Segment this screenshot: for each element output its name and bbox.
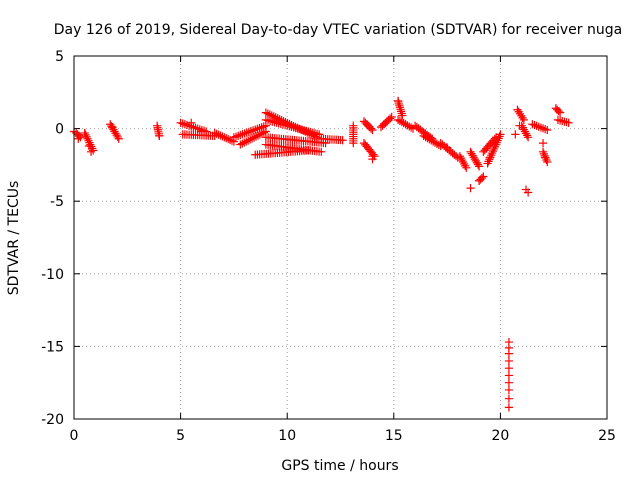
data-point bbox=[511, 130, 520, 139]
data-point bbox=[492, 133, 501, 142]
data-point bbox=[479, 172, 488, 181]
x-tick-label: 5 bbox=[176, 428, 185, 444]
data-point bbox=[504, 364, 514, 373]
y-tick-label: 0 bbox=[55, 122, 64, 138]
data-point bbox=[496, 130, 505, 139]
data-point bbox=[538, 139, 548, 148]
data-point bbox=[366, 124, 376, 133]
data-point bbox=[349, 139, 358, 148]
data-points bbox=[69, 96, 573, 412]
x-axis-label: GPS time / hours bbox=[281, 458, 398, 474]
data-point bbox=[74, 134, 83, 143]
data-point bbox=[387, 112, 396, 122]
data-point bbox=[524, 133, 533, 142]
data-point bbox=[524, 188, 533, 197]
data-point bbox=[393, 96, 403, 106]
x-tick-label: 10 bbox=[278, 428, 296, 444]
data-point bbox=[555, 108, 565, 117]
data-point bbox=[386, 114, 395, 123]
data-point bbox=[504, 378, 514, 387]
data-point bbox=[490, 134, 499, 144]
data-point bbox=[338, 136, 347, 145]
data-point bbox=[86, 147, 96, 156]
data-point bbox=[504, 356, 514, 366]
data-point bbox=[466, 184, 475, 193]
data-point bbox=[564, 118, 573, 127]
data-point bbox=[485, 153, 494, 162]
data-point bbox=[304, 146, 313, 155]
plot-frame bbox=[73, 55, 608, 420]
axis-ticks: 0 5 10 15 20 25 5 0 -5 -10 -15 -20 bbox=[41, 49, 616, 444]
x-tick-label: 25 bbox=[598, 428, 616, 444]
x-tick-label: 0 bbox=[70, 428, 79, 444]
data-point bbox=[515, 121, 524, 130]
data-point bbox=[504, 385, 514, 395]
data-point bbox=[462, 163, 471, 172]
data-point bbox=[504, 371, 514, 380]
y-tick-label: -15 bbox=[41, 339, 64, 355]
data-point bbox=[541, 153, 550, 162]
data-point bbox=[187, 118, 196, 127]
data-point bbox=[543, 157, 552, 167]
grid-lines bbox=[74, 56, 607, 419]
data-point bbox=[155, 131, 164, 140]
x-tick-label: 20 bbox=[491, 428, 509, 444]
y-tick-label: -5 bbox=[50, 194, 64, 210]
chart-title: Day 126 of 2019, Sidereal Day-to-day VTE… bbox=[54, 22, 622, 38]
data-point bbox=[519, 115, 528, 124]
data-point bbox=[108, 123, 117, 132]
data-point bbox=[543, 125, 552, 135]
data-point bbox=[114, 134, 123, 143]
y-tick-label: -20 bbox=[41, 412, 64, 428]
y-tick-label: 5 bbox=[55, 49, 64, 65]
data-point bbox=[317, 147, 326, 156]
y-axis-label: SDTVAR / TECUs bbox=[6, 181, 22, 296]
data-point bbox=[368, 154, 377, 164]
data-point bbox=[504, 394, 514, 403]
data-point bbox=[197, 127, 207, 136]
data-point bbox=[504, 403, 514, 412]
data-point bbox=[315, 130, 324, 139]
data-point bbox=[474, 162, 484, 171]
data-point bbox=[554, 107, 563, 116]
x-tick-label: 15 bbox=[385, 428, 403, 444]
data-point bbox=[443, 143, 452, 152]
data-point bbox=[398, 111, 407, 120]
y-tick-label: -10 bbox=[41, 267, 64, 283]
data-point bbox=[474, 176, 484, 185]
data-point bbox=[368, 125, 377, 135]
data-point bbox=[369, 150, 378, 159]
data-point bbox=[504, 349, 514, 358]
data-point bbox=[84, 141, 94, 151]
